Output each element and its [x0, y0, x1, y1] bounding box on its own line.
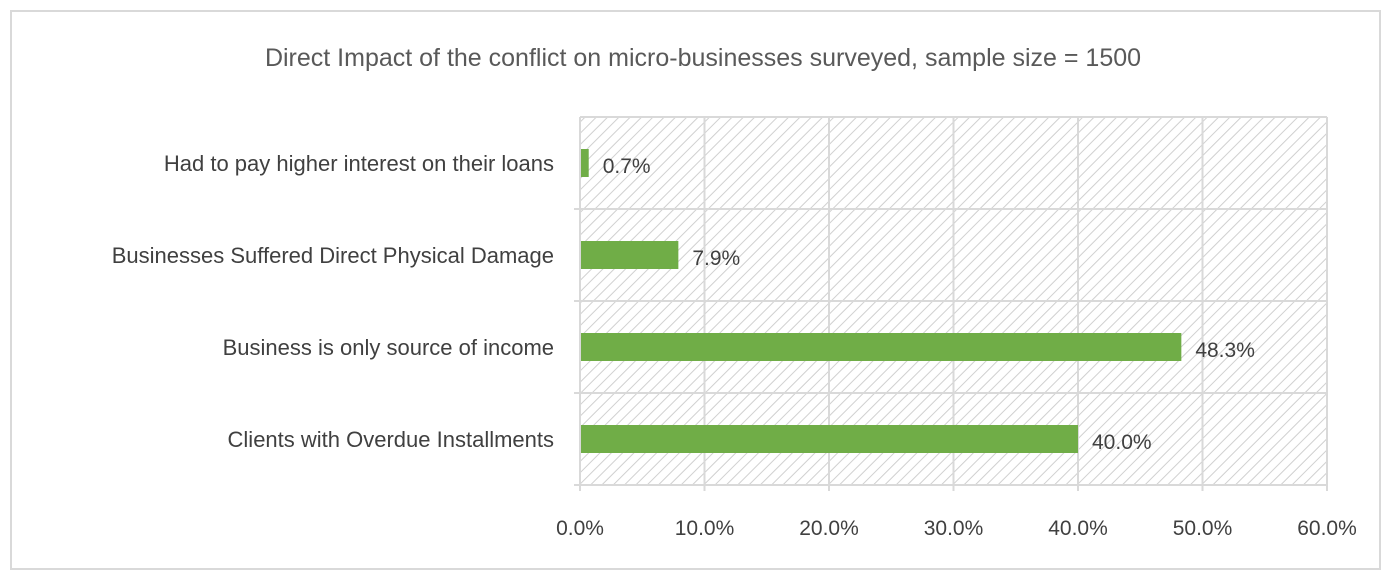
chart-svg: Direct Impact of the conflict on micro-b…: [112, 44, 1357, 540]
x-tick-label-6: 60.0%: [1297, 517, 1357, 540]
category-labels: Had to pay higher interest on their loan…: [112, 151, 554, 452]
data-label-0: 0.7%: [603, 155, 651, 178]
x-tick-label-0: 0.0%: [556, 517, 604, 540]
category-label-3: Clients with Overdue Installments: [228, 427, 554, 452]
bars: [581, 149, 1182, 453]
data-label-3: 40.0%: [1092, 431, 1152, 454]
bar-0: [581, 149, 589, 177]
x-tick-label-2: 20.0%: [799, 517, 859, 540]
chart-title: Direct Impact of the conflict on micro-b…: [265, 44, 1141, 72]
category-label-2: Business is only source of income: [223, 335, 554, 360]
bar-1: [581, 241, 679, 269]
bar-3: [581, 425, 1078, 453]
x-tick-label-1: 10.0%: [675, 517, 735, 540]
category-label-1: Businesses Suffered Direct Physical Dama…: [112, 243, 554, 268]
data-labels: 0.7% 7.9% 48.3% 40.0%: [603, 155, 1255, 454]
category-label-0: Had to pay higher interest on their loan…: [164, 151, 554, 176]
x-tick-label-4: 40.0%: [1048, 517, 1108, 540]
x-axis-tick-labels: 0.0% 10.0% 20.0% 30.0% 40.0% 50.0% 60.0%: [556, 517, 1357, 540]
x-tick-label-5: 50.0%: [1173, 517, 1233, 540]
data-label-1: 7.9%: [692, 247, 740, 270]
data-label-2: 48.3%: [1195, 339, 1255, 362]
x-tick-label-3: 30.0%: [924, 517, 984, 540]
bar-2: [581, 333, 1182, 361]
